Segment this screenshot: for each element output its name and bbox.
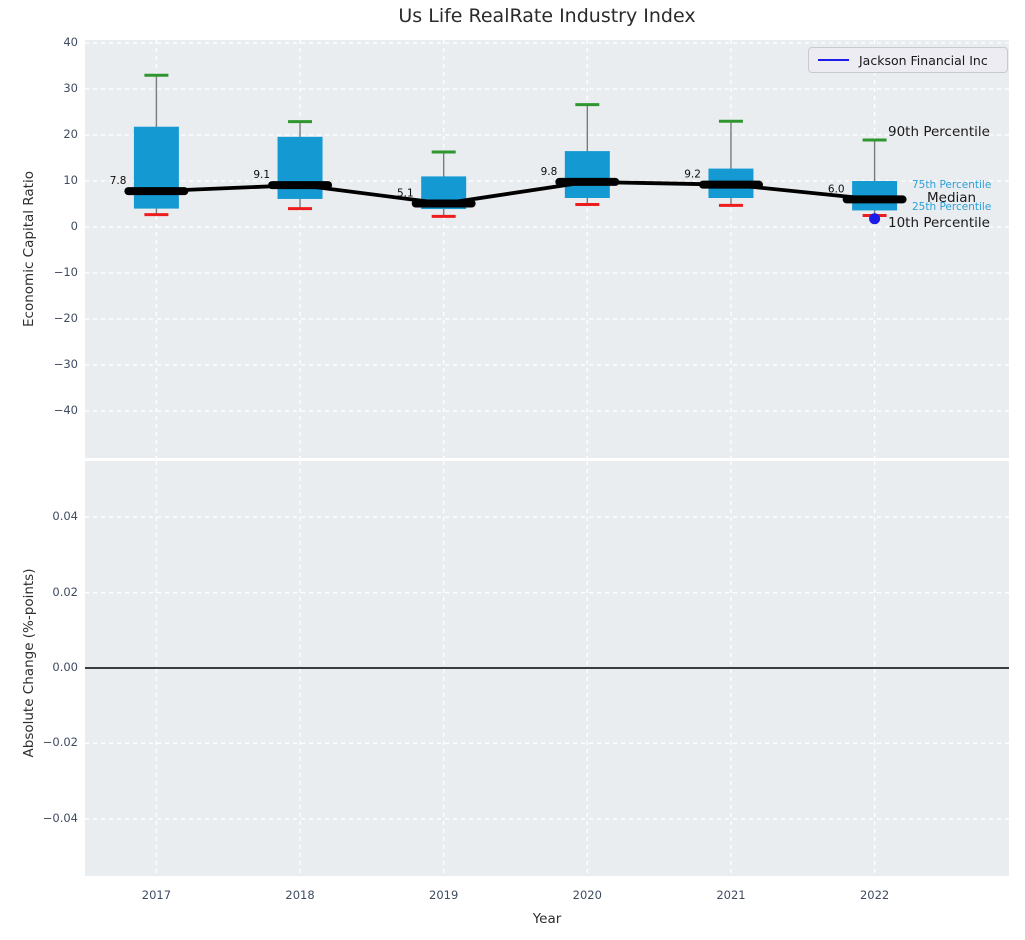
median-value-label-2022: 6.0 [828,183,845,195]
legend-label: Jackson Financial Inc [859,52,988,68]
ytick-bottom-−0.04: −0.04 [42,810,78,825]
ytick-top-−30: −30 [53,357,78,371]
box-iqr-2018 [277,136,323,199]
ytick-top-30: 30 [63,81,78,95]
ytick-bottom-0.00: 0.00 [52,660,78,674]
company-point-2022 [869,213,881,225]
median-value-label-2017: 7.8 [110,175,127,187]
annotation-90th-percentile: 90th Percentile [888,124,990,140]
median-value-label-2021: 9.2 [684,169,701,181]
legend-line-sample [818,59,849,61]
median-value-label-2019: 5.1 [397,188,414,200]
panel-background-top [85,40,1009,458]
legend: Jackson Financial Inc [808,47,1008,73]
box-iqr-2020 [564,151,610,199]
ytick-top-40: 40 [63,35,78,49]
ytick-top-20: 20 [63,127,78,141]
median-value-label-2018: 9.1 [253,169,270,181]
ytick-top-0: 0 [70,219,78,233]
xtick-2019: 2019 [429,888,459,902]
xtick-2021: 2021 [716,888,746,902]
ytick-top-−10: −10 [53,265,78,279]
y-axis-label-top: Economic Capital Ratio [21,171,37,327]
ytick-bottom-0.04: 0.04 [52,509,78,524]
box-iqr-2017 [133,126,179,209]
xtick-2022: 2022 [859,888,890,902]
median-value-label-2020: 9.8 [541,166,558,178]
xtick-2018: 2018 [285,888,315,902]
xtick-2017: 2017 [141,888,172,902]
chart-title: Us Life RealRate Industry Index [398,5,696,27]
annotation-10th-percentile: 10th Percentile [888,215,990,231]
ytick-top-−40: −40 [53,403,78,417]
ytick-top-−20: −20 [53,311,78,325]
annotation-median: Median [927,190,977,206]
ytick-bottom-−0.02: −0.02 [42,735,78,750]
xtick-2020: 2020 [572,888,602,902]
annotation-25th-percentile: 25th Percentile [912,201,992,213]
x-axis-label: Year [532,911,562,927]
ytick-top-10: 10 [63,173,78,187]
annotation-75th-percentile: 75th Percentile [912,179,992,191]
ytick-bottom-0.02: 0.02 [52,584,78,599]
